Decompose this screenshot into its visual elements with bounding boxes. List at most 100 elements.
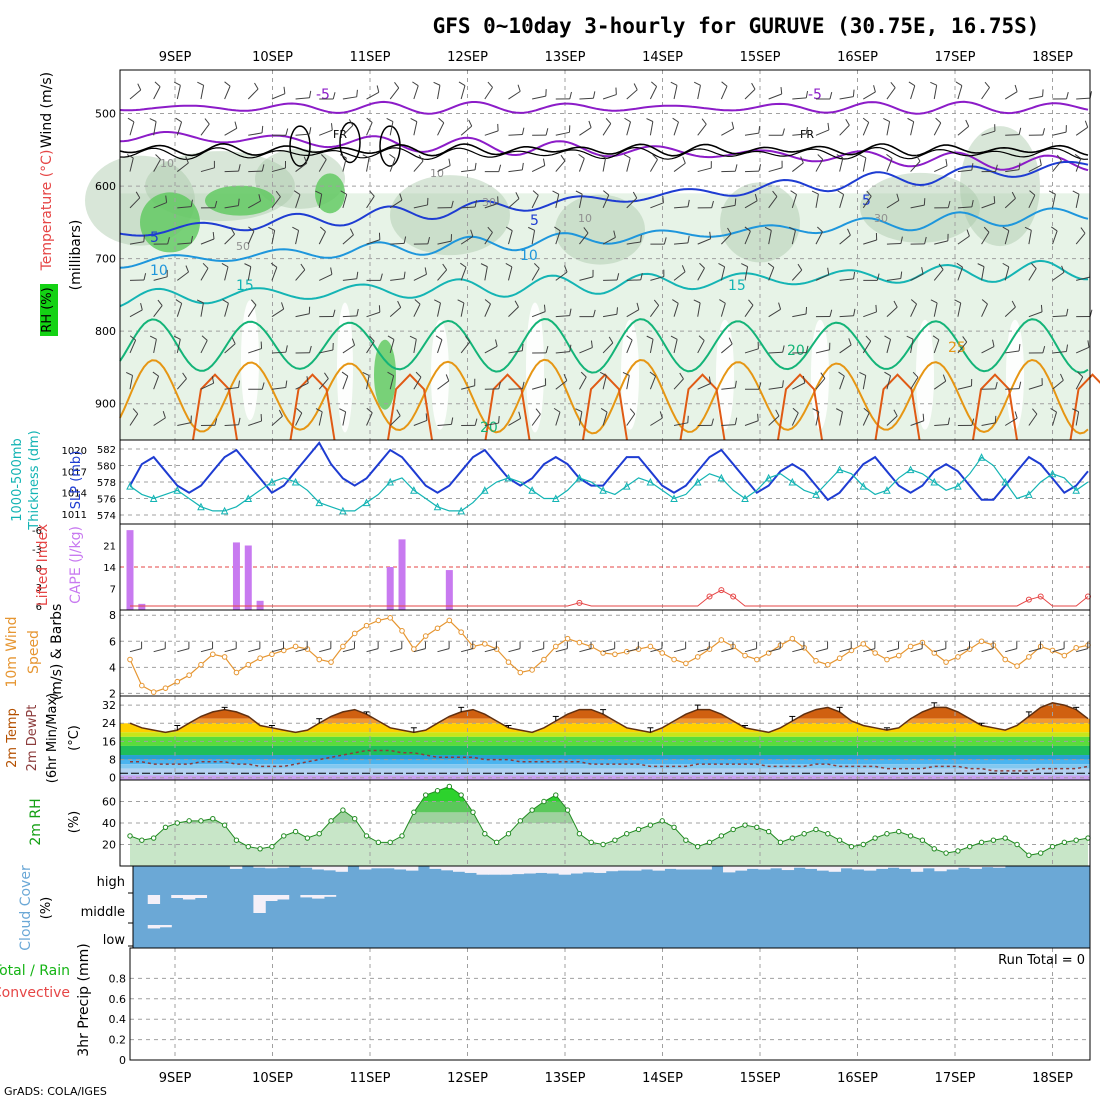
cloud-clear-cell bbox=[570, 866, 583, 874]
wind-barb-flag bbox=[682, 156, 686, 164]
upper-wind-barb bbox=[744, 88, 756, 100]
wind-tick-label: 8 bbox=[109, 609, 116, 622]
wind-barb-flag bbox=[132, 408, 139, 415]
thickness-point bbox=[410, 486, 418, 494]
wind-barb-flag bbox=[332, 309, 336, 317]
cloud-clear-cell bbox=[253, 866, 266, 868]
upper-wind-barb bbox=[579, 347, 593, 354]
t2m-unit-label: (°C) bbox=[67, 725, 82, 751]
thickness-tick-label: 576 bbox=[97, 495, 116, 506]
upper-wind-barb bbox=[768, 93, 782, 100]
wind-barb-flag bbox=[1002, 262, 1010, 268]
wind-barb-flag bbox=[1066, 91, 1069, 100]
wind-barb-flag bbox=[588, 120, 592, 128]
upper-wind-barb bbox=[1075, 158, 1082, 172]
upper-wind-barb bbox=[484, 266, 488, 281]
dewpoint-line bbox=[130, 749, 1089, 772]
wind-barb-flag bbox=[315, 408, 323, 413]
wind-speed-point bbox=[127, 656, 133, 663]
upper-wind-barb bbox=[602, 375, 607, 390]
rh-point bbox=[955, 848, 961, 854]
upper-wind-barb bbox=[815, 193, 819, 208]
wind-barb-flag bbox=[782, 345, 785, 353]
wind-barb-flag bbox=[330, 123, 333, 131]
upper-wind-barb bbox=[673, 121, 679, 136]
wind-barb-flag bbox=[521, 343, 524, 351]
ms-barbs-label: (m/s) & Barbs bbox=[49, 604, 65, 701]
surface-wind-barb bbox=[319, 648, 331, 653]
thickness-point bbox=[646, 477, 655, 486]
upper-wind-barb bbox=[129, 121, 135, 136]
bottom-date-label: 18SEP bbox=[1032, 1071, 1073, 1086]
upper-wind-barb bbox=[1028, 230, 1032, 245]
thickness-point bbox=[906, 465, 915, 474]
upper-wind-barb bbox=[389, 339, 395, 354]
wind-speed-point bbox=[245, 661, 252, 668]
wind-barb-flag bbox=[811, 190, 819, 195]
upper-wind-barb bbox=[792, 162, 804, 172]
upper-wind-barb bbox=[129, 157, 134, 172]
thickness-point bbox=[504, 473, 513, 482]
surface-wind-barb bbox=[1028, 648, 1041, 653]
run-total-label: Run Total = 0 bbox=[998, 953, 1085, 968]
rh-point bbox=[612, 837, 618, 843]
upper-wind-barb bbox=[886, 87, 896, 100]
upper-wind-barb bbox=[744, 132, 759, 136]
wind-barb-flag bbox=[362, 371, 370, 376]
upper-wind-barb bbox=[508, 350, 523, 354]
upper-wind-barb bbox=[508, 418, 521, 426]
upper-wind-barb bbox=[271, 415, 283, 426]
upper-wind-barb bbox=[1052, 350, 1067, 354]
t2m-temp-label: 2m Temp bbox=[5, 708, 20, 768]
wind-barb-flag bbox=[457, 299, 465, 304]
wind-speed-point bbox=[505, 659, 512, 665]
cloud-clear-cell bbox=[993, 866, 1006, 868]
surface-wind-barb bbox=[248, 648, 260, 653]
upper-wind-barb bbox=[484, 303, 491, 317]
upper-wind-barb bbox=[271, 308, 284, 318]
wind-barb-flag bbox=[829, 92, 833, 100]
upper-wind-barb bbox=[910, 160, 921, 172]
surface-wind-barb bbox=[1052, 648, 1065, 653]
upper-wind-barb bbox=[578, 158, 585, 172]
wind-barb-flag bbox=[498, 164, 502, 172]
temp-tick-label: 32 bbox=[102, 699, 116, 712]
rh-dry-cell bbox=[337, 302, 353, 433]
wind-barb-flag bbox=[719, 299, 726, 304]
upper-wind-barb bbox=[697, 340, 705, 354]
cloud-clear-cell bbox=[523, 866, 536, 874]
surface-wind-barb bbox=[177, 648, 190, 653]
thickness-point bbox=[244, 494, 253, 502]
rh-point bbox=[1049, 843, 1056, 850]
wind-barb-flag bbox=[711, 418, 714, 426]
rh-point bbox=[174, 820, 181, 826]
upper-wind-barb bbox=[413, 419, 428, 426]
upper-wind-barb bbox=[508, 198, 520, 209]
rh2m-panel: 60 40 20 bbox=[102, 779, 1091, 867]
wind-barb-flag bbox=[734, 380, 737, 388]
rh-point bbox=[860, 841, 866, 848]
freezing-level-contour bbox=[119, 142, 1089, 157]
upper-wind-barb bbox=[484, 87, 493, 100]
upper-wind-barb bbox=[957, 267, 964, 281]
rh-point bbox=[399, 833, 405, 839]
rh-point bbox=[233, 837, 240, 843]
rh-point bbox=[210, 816, 216, 822]
wind-barb-flag bbox=[474, 162, 477, 170]
upper-wind-barb bbox=[602, 237, 616, 245]
upper-wind-barb bbox=[697, 123, 707, 136]
cloud-clear-cell bbox=[734, 866, 748, 871]
wind-barb-flag bbox=[435, 335, 443, 341]
upper-wind-barb bbox=[1028, 164, 1042, 173]
upper-wind-barb bbox=[484, 422, 499, 426]
wind-barb-flag bbox=[1039, 158, 1042, 166]
wind-barb-flag bbox=[356, 308, 359, 316]
wind-barb-flag bbox=[599, 371, 607, 377]
upper-wind-barb bbox=[863, 239, 877, 245]
wind-speed-point bbox=[1061, 652, 1068, 659]
wind-speed-point bbox=[233, 669, 240, 676]
wind-barb-flag bbox=[418, 154, 424, 162]
upper-wind-barb bbox=[342, 234, 354, 245]
wind-speed-point bbox=[399, 628, 405, 634]
bottom-date-label: 14SEP bbox=[642, 1071, 683, 1086]
